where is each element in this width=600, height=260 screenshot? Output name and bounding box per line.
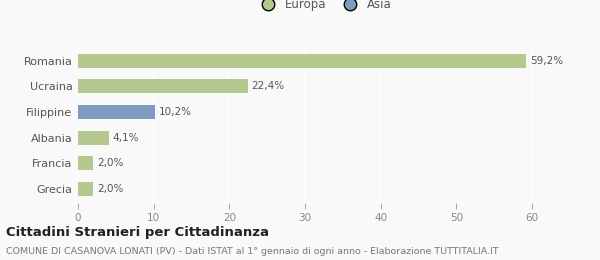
Text: 59,2%: 59,2% (530, 56, 563, 66)
Text: 4,1%: 4,1% (113, 133, 139, 142)
Text: COMUNE DI CASANOVA LONATI (PV) - Dati ISTAT al 1° gennaio di ogni anno - Elabora: COMUNE DI CASANOVA LONATI (PV) - Dati IS… (6, 247, 499, 256)
Bar (78, 182, 93, 196)
Bar (78, 156, 93, 170)
Legend: Europa, Asia: Europa, Asia (252, 0, 396, 16)
Text: Cittadini Stranieri per Cittadinanza: Cittadini Stranieri per Cittadinanza (6, 226, 269, 239)
Bar (78, 105, 155, 119)
Text: 2,0%: 2,0% (97, 158, 123, 168)
Text: 22,4%: 22,4% (251, 81, 284, 92)
Bar (78, 80, 248, 94)
Text: 10,2%: 10,2% (159, 107, 192, 117)
Bar (78, 54, 526, 68)
Text: 2,0%: 2,0% (97, 184, 123, 194)
Bar (78, 131, 109, 145)
